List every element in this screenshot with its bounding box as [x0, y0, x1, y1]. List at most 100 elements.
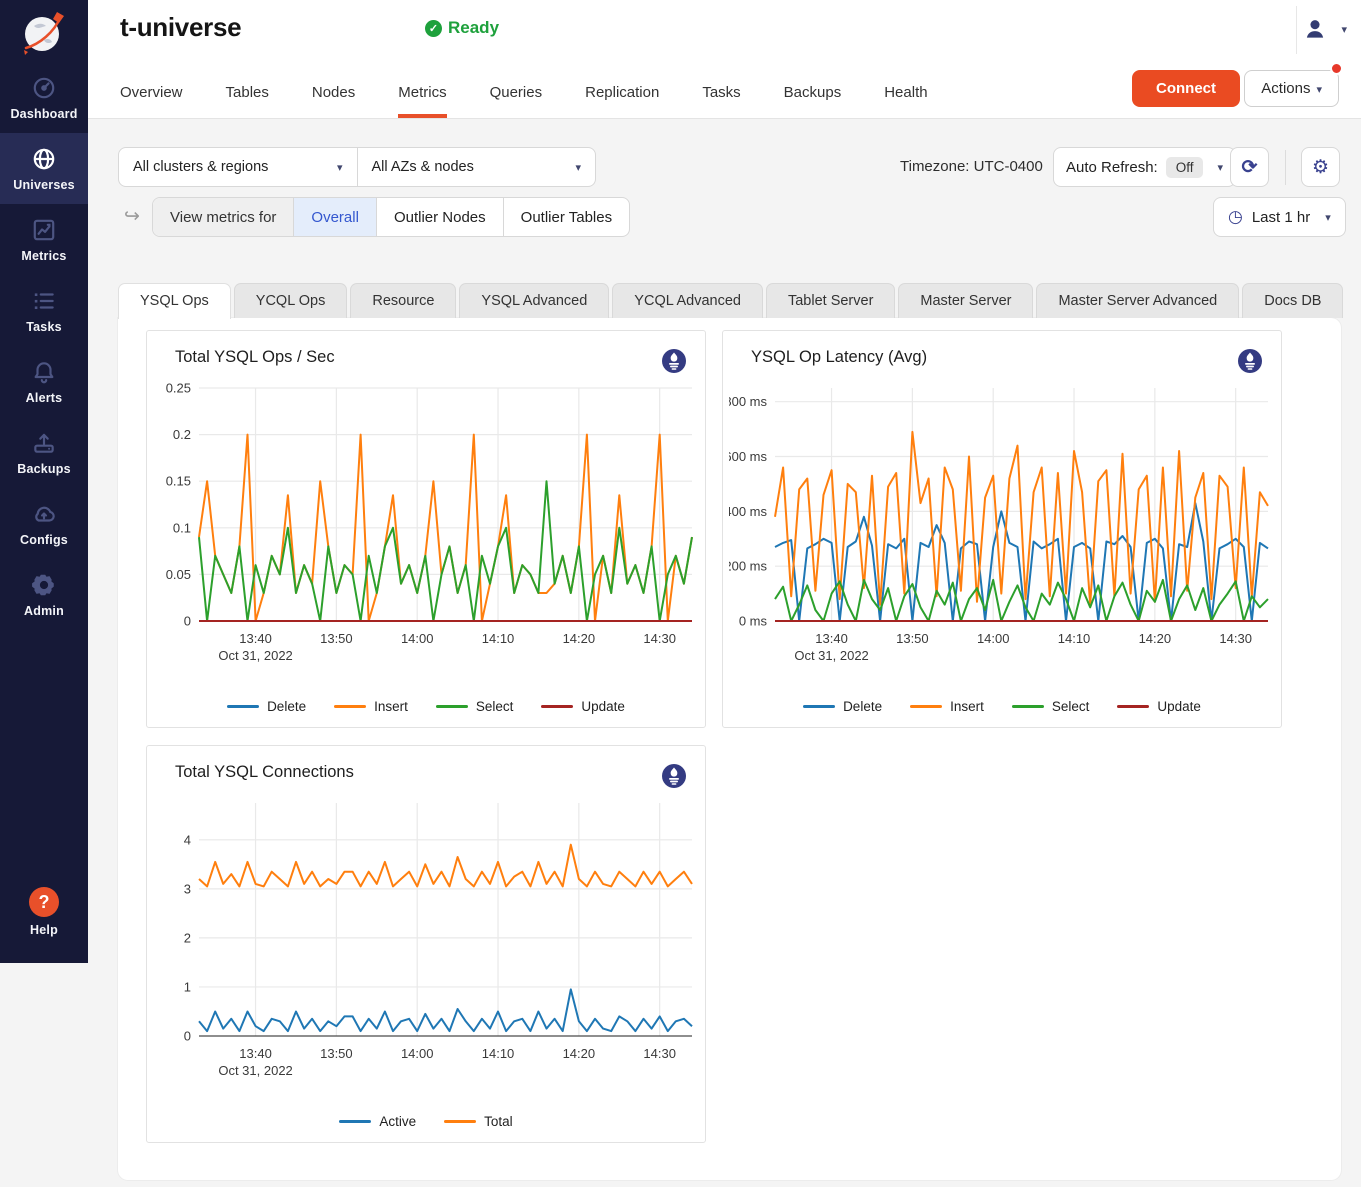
bell-icon — [34, 362, 54, 384]
legend-label: Update — [581, 699, 625, 714]
legend-item-active[interactable]: Active — [339, 1114, 416, 1129]
legend-swatch — [435, 705, 468, 708]
sidebar-item-admin[interactable]: Admin — [0, 559, 88, 630]
legend-swatch — [910, 705, 943, 708]
chart-title: YSQL Op Latency (Avg) — [751, 348, 928, 366]
metric-category-tabs: YSQL Ops YCQL Ops Resource YSQL Advanced… — [118, 283, 1344, 319]
sidebar-item-dashboard[interactable]: Dashboard — [0, 62, 88, 133]
legend-item-select[interactable]: Select — [1011, 699, 1089, 714]
svg-text:200 ms: 200 ms — [729, 559, 767, 574]
sidebar-item-help[interactable]: ? Help — [0, 874, 88, 949]
actions-button[interactable]: Actions ▾ — [1244, 70, 1339, 107]
sidebar-item-alerts[interactable]: Alerts — [0, 346, 88, 417]
chart-legend: Delete Insert Select Update — [147, 699, 705, 714]
caret-down-icon: ▾ — [1316, 84, 1322, 96]
legend-label: Insert — [950, 699, 984, 714]
tab-health[interactable]: Health — [884, 84, 928, 101]
svg-text:0.25: 0.25 — [166, 381, 191, 396]
azs-nodes-select[interactable]: All AZs & nodes ▾ — [371, 159, 582, 175]
sidebar-item-universes[interactable]: Universes — [0, 133, 88, 204]
scope-option-overall[interactable]: Overall — [294, 198, 377, 236]
gauge-icon — [33, 77, 55, 99]
tab-tables[interactable]: Tables — [225, 84, 269, 101]
legend-item-total[interactable]: Total — [444, 1114, 513, 1129]
sidebar-item-configs[interactable]: Configs — [0, 488, 88, 559]
prometheus-icon[interactable] — [661, 348, 687, 374]
legend-item-insert[interactable]: Insert — [334, 699, 408, 714]
legend-label: Update — [1157, 699, 1201, 714]
svg-text:13:50: 13:50 — [896, 631, 929, 646]
metric-tab-master-server-advanced[interactable]: Master Server Advanced — [1036, 283, 1240, 318]
app-logo[interactable] — [14, 4, 74, 62]
tab-metrics[interactable]: Metrics — [398, 84, 447, 118]
metric-tab-ycql-ops[interactable]: YCQL Ops — [233, 283, 348, 318]
chart-plot[interactable]: 4 3 2 1 0 13:40 Oct 31, 2022 13:50 14:00 14:10 14:… — [147, 793, 705, 1085]
chart-plot[interactable]: 800 ms 600 ms 400 ms 200 ms 0 ms 13:40 Oct 31,… — [723, 378, 1281, 670]
svg-text:14:10: 14:10 — [482, 631, 515, 646]
tab-nodes[interactable]: Nodes — [311, 84, 356, 101]
metric-tab-ysql-ops[interactable]: YSQL Ops — [118, 283, 231, 319]
prometheus-icon[interactable] — [1237, 348, 1263, 374]
chart-plot[interactable]: 0.25 0.2 0.15 0.1 0.05 0 13:40 Oct 31, 2022 13:5… — [147, 378, 705, 670]
sidebar-item-tasks[interactable]: Tasks — [0, 275, 88, 346]
svg-text:14:20: 14:20 — [563, 1046, 596, 1061]
chart-card-ysql-op-latency: YSQL Op Latency (Avg) 800 ms 600 ms 400 ms… — [722, 330, 1282, 728]
svg-text:1: 1 — [184, 979, 191, 994]
svg-text:0.2: 0.2 — [173, 427, 191, 442]
line-chart-icon — [33, 219, 55, 241]
tab-overview[interactable]: Overview — [120, 84, 183, 101]
check-circle-icon: ✓ — [425, 19, 442, 37]
tab-backups[interactable]: Backups — [783, 84, 842, 101]
svg-text:14:10: 14:10 — [1058, 631, 1091, 646]
legend-item-delete[interactable]: Delete — [227, 699, 306, 714]
tab-tasks[interactable]: Tasks — [702, 84, 741, 101]
caret-down-icon: ▾ — [336, 161, 343, 174]
legend-item-update[interactable]: Update — [1117, 699, 1201, 714]
legend-swatch — [541, 705, 574, 708]
user-menu[interactable]: ▾ — [1302, 16, 1347, 42]
metric-tab-ysql-advanced[interactable]: YSQL Advanced — [459, 283, 610, 318]
refresh-button[interactable]: ⟳ — [1230, 147, 1269, 187]
chart-legend: Delete Insert Select Update — [723, 699, 1281, 714]
legend-label: Active — [379, 1114, 417, 1129]
tab-replication[interactable]: Replication — [585, 84, 660, 101]
connect-button[interactable]: Connect — [1132, 70, 1240, 107]
time-range-button[interactable]: ◷ Last 1 hr ▾ — [1213, 197, 1346, 237]
sidebar-item-backups[interactable]: Backups — [0, 417, 88, 488]
scope-option-outlier-tables[interactable]: Outlier Tables — [520, 208, 613, 226]
svg-text:13:40: 13:40 — [239, 1046, 272, 1061]
scope-option-outlier-nodes[interactable]: Outlier Nodes — [377, 198, 504, 236]
metric-tab-tablet-server[interactable]: Tablet Server — [765, 283, 896, 318]
svg-text:14:20: 14:20 — [1139, 631, 1172, 646]
metric-tab-master-server[interactable]: Master Server — [898, 283, 1034, 318]
metric-tab-ycql-advanced[interactable]: YCQL Advanced — [612, 283, 763, 318]
metric-tab-resource[interactable]: Resource — [350, 283, 457, 318]
page-header: t-universe ✓ Ready ▾ Overview Tables Nod… — [88, 0, 1361, 119]
clusters-regions-select[interactable]: All clusters & regions ▾ — [119, 148, 358, 186]
chart-title: Total YSQL Connections — [175, 763, 354, 781]
prometheus-icon[interactable] — [661, 763, 687, 789]
upload-icon — [34, 433, 54, 453]
metrics-panel: Total YSQL Ops / Sec 0.25 0.2 0.15 0.1 0.05 0… — [118, 318, 1341, 1180]
legend-label: Total — [484, 1114, 513, 1129]
svg-text:600 ms: 600 ms — [729, 449, 767, 464]
svg-text:800 ms: 800 ms — [729, 394, 767, 409]
legend-item-insert[interactable]: Insert — [910, 699, 984, 714]
tab-queries[interactable]: Queries — [489, 84, 543, 101]
sidebar-item-metrics[interactable]: Metrics — [0, 204, 88, 275]
legend-item-select[interactable]: Select — [435, 699, 513, 714]
chart-legend: Active Total — [147, 1114, 705, 1129]
svg-text:13:50: 13:50 — [320, 1046, 353, 1061]
settings-button[interactable]: ⚙ — [1301, 147, 1340, 187]
gear-icon: ⚙ — [1311, 156, 1330, 178]
timezone-label: Timezone: UTC-0400 — [900, 158, 1043, 175]
legend-item-update[interactable]: Update — [541, 699, 625, 714]
universe-nav-tabs: Overview Tables Nodes Metrics Queries Re… — [120, 84, 928, 118]
auto-refresh-control[interactable]: Auto Refresh: Off ▾ — [1053, 147, 1237, 187]
svg-text:3: 3 — [184, 881, 191, 896]
metric-tab-docs-db[interactable]: Docs DB — [1242, 283, 1344, 318]
return-arrow-icon: ↪ — [124, 206, 140, 227]
caret-down-icon: ▾ — [1325, 211, 1331, 224]
svg-text:14:30: 14:30 — [643, 1046, 676, 1061]
legend-item-delete[interactable]: Delete — [803, 699, 882, 714]
